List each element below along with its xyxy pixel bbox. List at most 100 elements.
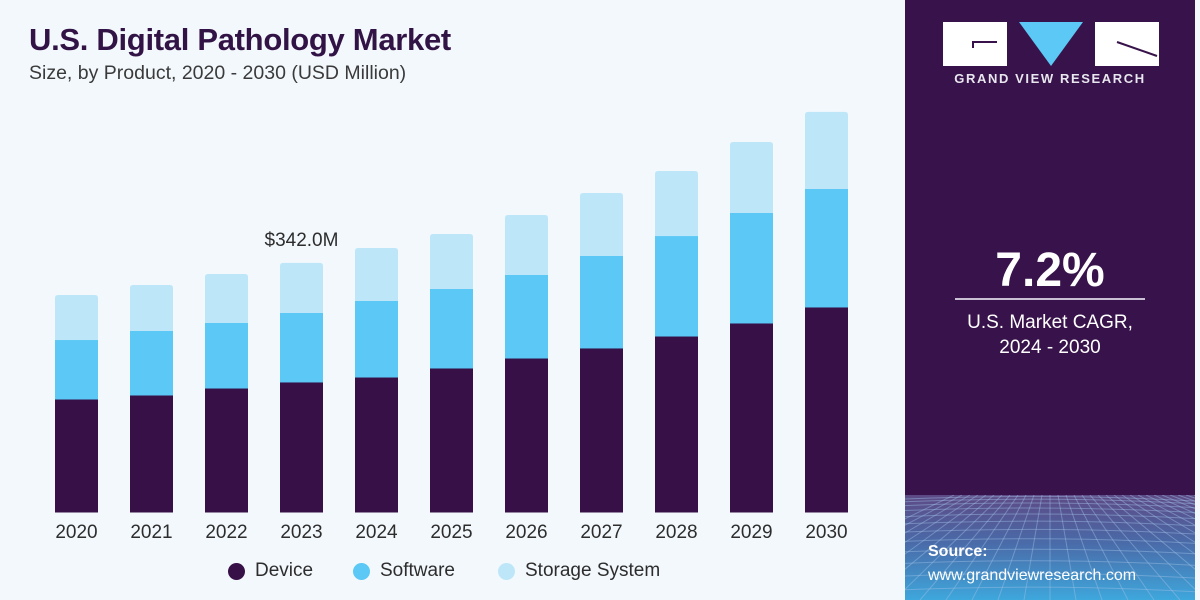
grid-line (1113, 495, 1195, 555)
bar-storage-system-2021 (130, 284, 173, 332)
bar-storage-system-2022 (205, 273, 248, 323)
wireframe-background-graphic (905, 495, 1195, 600)
bar-storage-system-2028 (655, 171, 698, 237)
grid-line (1057, 495, 1077, 600)
bar-device-2023 (280, 381, 323, 513)
grid-line (905, 495, 1195, 502)
x-tick-label-2028: 2028 (655, 522, 697, 543)
bar-software-2027 (580, 255, 623, 349)
grid-line (905, 495, 963, 526)
divider (955, 298, 1145, 300)
grid-line (905, 528, 1195, 535)
bar-software-2024 (355, 301, 398, 378)
bar-device-2028 (655, 336, 698, 513)
x-tick-label-2030: 2030 (805, 522, 847, 543)
grid-line (1073, 495, 1129, 600)
grid-line (919, 495, 1011, 600)
chart-area: U.S. Digital Pathology Market Size, by P… (0, 22, 905, 590)
x-tick-label-2026: 2026 (505, 522, 547, 543)
bar-storage-system-2029 (730, 141, 773, 213)
stacked-bar-chart: 2020 2021 2022 2023 2024 2025 2026 2027 2028 2029… (55, 111, 848, 543)
bar-device-2025 (430, 367, 473, 513)
grid-line (1097, 495, 1195, 591)
bar-software-2028 (655, 236, 698, 337)
legend: Device Software Storage System (0, 560, 905, 590)
bar-storage-system-2025 (430, 234, 473, 289)
bar-storage-system-2024 (355, 248, 398, 302)
grid-line (905, 495, 995, 570)
legend-label-device: Device (255, 560, 314, 581)
grid-line (1105, 495, 1195, 570)
cagr-label-line1: U.S. Market CAGR, (967, 312, 1133, 333)
chart-title: U.S. Digital Pathology Market (29, 22, 451, 57)
legend-swatch-storage-system (498, 562, 515, 580)
grid-line (905, 495, 971, 534)
bar-device-2020 (55, 399, 98, 513)
grid-line (1153, 495, 1195, 514)
cagr-value: 7.2% (995, 244, 1105, 297)
grid-line (905, 507, 1195, 514)
bar-software-2023 (280, 312, 323, 383)
grid-line (1121, 495, 1195, 543)
grid-line (997, 495, 1035, 600)
grand-view-research-logo-icon (943, 22, 1159, 66)
grid-line (905, 548, 1195, 555)
x-tick-label-2029: 2029 (730, 522, 772, 543)
bar-storage-system-2020 (55, 295, 98, 341)
legend-swatch-device (228, 562, 245, 580)
grid-line (1129, 495, 1195, 534)
grid-line (1023, 495, 1043, 600)
bar-device-2030 (805, 306, 848, 513)
bar-device-2027 (580, 347, 623, 513)
bar-software-2025 (430, 288, 473, 369)
cagr-label-line2: 2024 - 2030 (999, 337, 1101, 358)
annotations: $342.0M (265, 230, 339, 251)
bar-device-2026 (505, 358, 548, 513)
grid-line (1145, 495, 1195, 520)
source-url[interactable]: www.grandviewresearch.com (928, 567, 1137, 584)
bar-software-2030 (805, 188, 848, 308)
bar-storage-system-2026 (505, 215, 548, 276)
legend-item-software: Software (353, 560, 455, 582)
bar-storage-system-2023 (280, 262, 323, 313)
grid-line (1089, 495, 1181, 600)
legend-swatch-software (353, 562, 370, 580)
x-tick-label-2025: 2025 (430, 522, 472, 543)
data-label-2023: $342.0M (265, 230, 339, 251)
grid-line (905, 495, 979, 543)
bar-storage-system-2027 (580, 192, 623, 256)
x-tick-label-2022: 2022 (205, 522, 247, 543)
grid-line (905, 520, 1195, 527)
grid-line (905, 495, 955, 520)
grid-line (1065, 495, 1103, 600)
cagr-label: U.S. Market CAGR, 2024 - 2030 (905, 310, 1195, 360)
x-tick-label-2027: 2027 (580, 522, 622, 543)
grid-line (905, 538, 1195, 544)
bar-device-2021 (130, 394, 173, 513)
legend-item-storage-system: Storage System (498, 560, 660, 582)
bar-software-2020 (55, 340, 98, 400)
legend-label-software: Software (380, 560, 455, 581)
grid-line (905, 502, 1195, 509)
grid-line (1137, 495, 1195, 526)
grid-line (971, 495, 1027, 600)
x-tick-label-2021: 2021 (130, 522, 172, 543)
x-tick-label-2023: 2023 (280, 522, 322, 543)
x-tick-label-2020: 2020 (55, 522, 97, 543)
bar-device-2022 (205, 388, 248, 513)
grid-line (1081, 495, 1155, 600)
grid-line (905, 586, 1195, 593)
bar-software-2026 (505, 275, 548, 359)
grid-line (905, 572, 1195, 579)
grid-line (905, 495, 1003, 591)
grid-line (945, 495, 1019, 600)
bar-device-2029 (730, 322, 773, 513)
panel-edge (1195, 0, 1200, 600)
bar-software-2029 (730, 212, 773, 324)
legend-label-storage-system: Storage System (525, 560, 661, 581)
bar-device-2024 (355, 377, 398, 513)
chart-subtitle: Size, by Product, 2020 - 2030 (USD Milli… (29, 62, 407, 84)
x-tick-label-2024: 2024 (355, 522, 398, 543)
brand-name: GRAND VIEW RESEARCH (954, 71, 1146, 86)
legend-item-device: Device (228, 560, 313, 582)
